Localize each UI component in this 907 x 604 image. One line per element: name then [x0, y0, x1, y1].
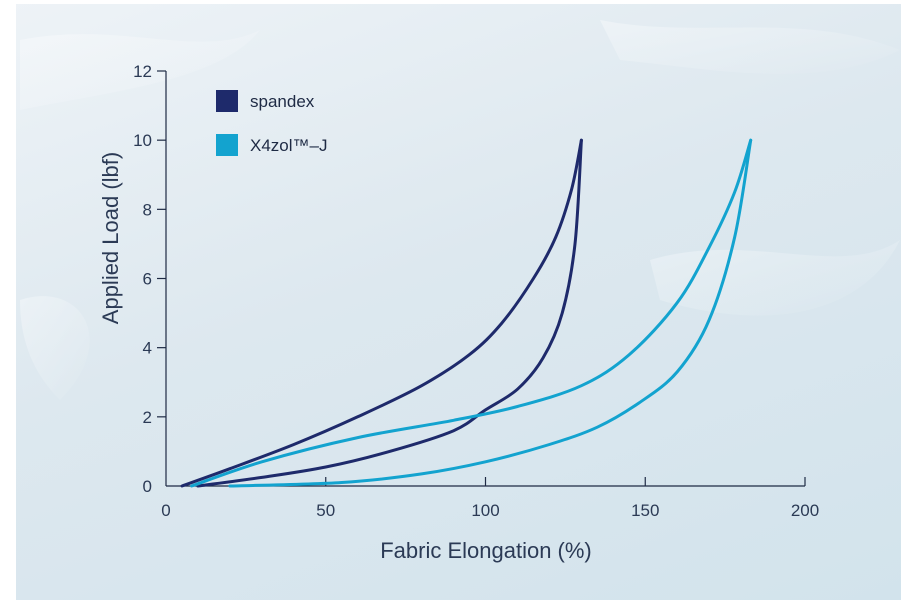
x-tick-label: 100	[471, 501, 499, 520]
y-tick-label: 12	[133, 62, 152, 81]
decorative-brush-strokes	[20, 20, 900, 400]
legend-label-x4zol: X4zol™–J	[250, 136, 327, 155]
x-axis-ticks: 0 50 100 150 200	[161, 477, 819, 520]
series-x4zol-unloading-curve	[228, 138, 753, 488]
x-axis-label: Fabric Elongation (%)	[380, 538, 592, 563]
x-tick-label: 150	[631, 501, 659, 520]
y-tick-label: 8	[143, 200, 152, 219]
y-tick-label: 10	[133, 131, 152, 150]
y-tick-label: 4	[143, 339, 152, 358]
y-axis-label: Applied Load (lbf)	[98, 152, 123, 324]
x-tick-label: 0	[161, 501, 170, 520]
y-axis-ticks: 0 2 4 6 8 10 12	[133, 62, 166, 496]
y-tick-label: 2	[143, 408, 152, 427]
legend: spandex X4zol™–J	[216, 90, 327, 156]
x-tick-label: 200	[791, 501, 819, 520]
series-layer	[180, 138, 753, 488]
series-x4zol-loading-curve	[190, 138, 753, 488]
x-tick-label: 50	[316, 501, 335, 520]
legend-swatch-spandex	[216, 90, 238, 112]
legend-swatch-x4zol	[216, 134, 238, 156]
y-tick-label: 6	[143, 270, 152, 289]
series-spandex-unloading-curve	[196, 138, 583, 488]
y-tick-label: 0	[143, 477, 152, 496]
legend-label-spandex: spandex	[250, 92, 315, 111]
series-spandex-loading-curve	[180, 138, 583, 488]
